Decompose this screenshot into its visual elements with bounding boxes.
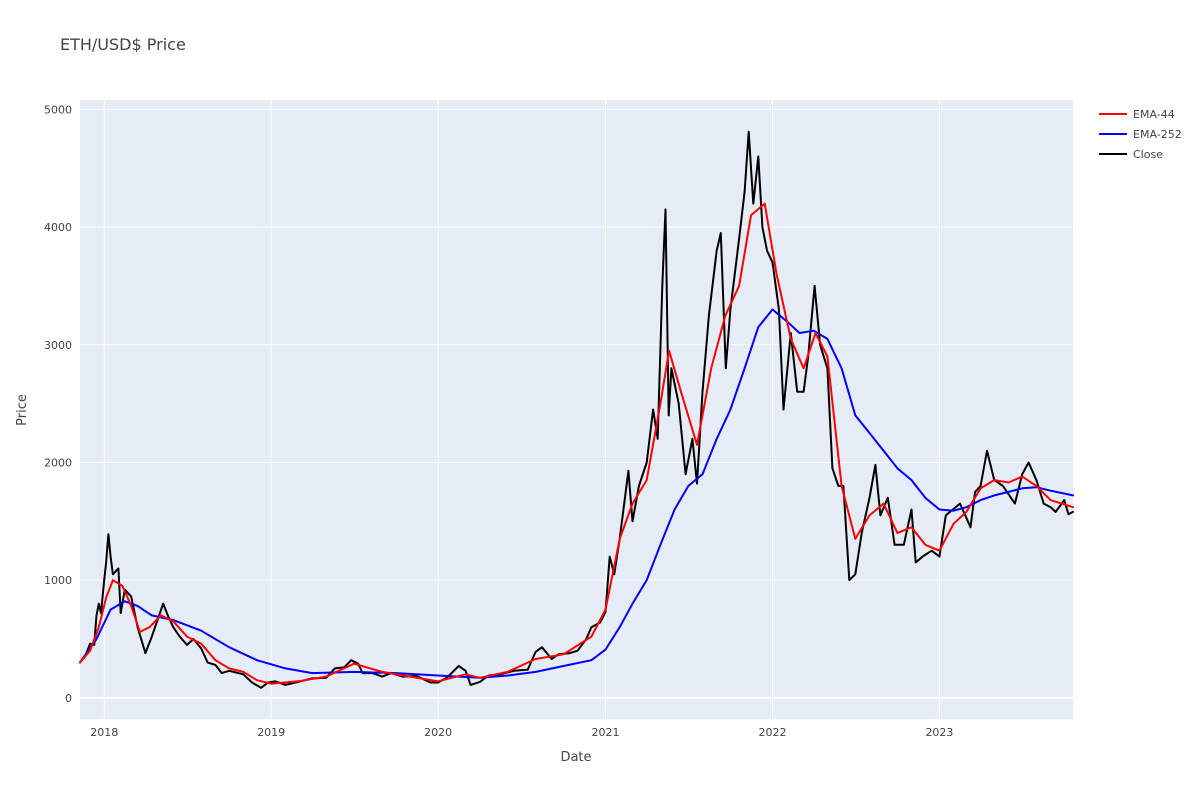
y-axis-ticks: 0 1000 2000 3000 4000 5000 xyxy=(44,103,72,704)
legend-label: EMA-44 xyxy=(1133,108,1175,121)
x-tick-label: 2023 xyxy=(925,726,953,739)
x-tick-label: 2022 xyxy=(758,726,786,739)
legend[interactable]: EMA-44 EMA-252 Close xyxy=(1099,108,1182,161)
legend-label: Close xyxy=(1133,148,1163,161)
y-tick-label: 0 xyxy=(65,692,72,705)
x-axis-ticks: 2018 2019 2020 2021 2022 2023 xyxy=(90,726,953,739)
series-line-ema-252 xyxy=(79,308,1074,679)
y-tick-label: 3000 xyxy=(44,339,72,352)
x-axis-title: Date xyxy=(560,750,591,765)
legend-item-ema-252[interactable]: EMA-252 xyxy=(1099,128,1182,141)
legend-item-close[interactable]: Close xyxy=(1099,148,1163,161)
grid-lines xyxy=(80,100,1073,719)
series-line-ema-44 xyxy=(79,202,1074,685)
x-tick-label: 2019 xyxy=(257,726,285,739)
x-tick-label: 2021 xyxy=(592,726,620,739)
y-tick-label: 5000 xyxy=(44,103,72,116)
x-tick-label: 2020 xyxy=(424,726,452,739)
x-tick-label: 2018 xyxy=(90,726,118,739)
y-tick-label: 2000 xyxy=(44,456,72,469)
legend-label: EMA-252 xyxy=(1133,128,1182,141)
y-tick-label: 4000 xyxy=(44,221,72,234)
chart-title: ETH/USD$ Price xyxy=(60,35,186,54)
plot-area xyxy=(80,100,1073,719)
y-axis-title: Price xyxy=(15,394,30,426)
y-tick-label: 1000 xyxy=(44,574,72,587)
legend-item-ema-44[interactable]: EMA-44 xyxy=(1099,108,1175,121)
series-lines xyxy=(79,130,1074,689)
